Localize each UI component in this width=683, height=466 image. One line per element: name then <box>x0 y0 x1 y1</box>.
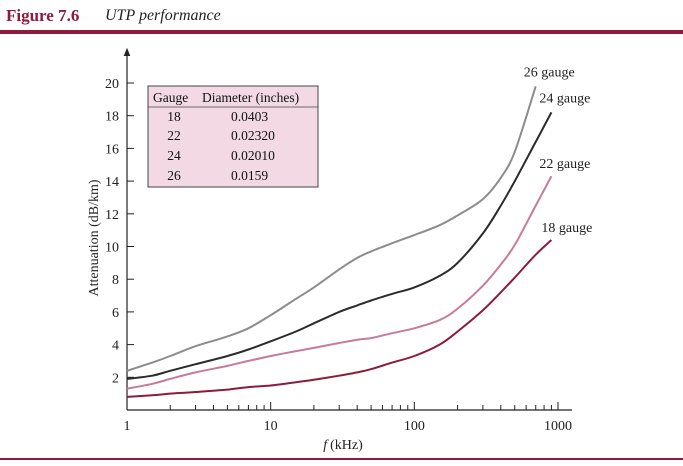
y-tick-label: 12 <box>105 208 119 223</box>
tick-marks <box>126 82 559 410</box>
y-tick-label: 16 <box>105 142 119 157</box>
figure-number: Figure 7.6 <box>6 6 80 25</box>
table-cell-diameter: 0.0159 <box>231 168 268 183</box>
y-tick-label: 10 <box>105 241 119 256</box>
y-tick-label: 6 <box>112 306 119 321</box>
series-line-18-gauge <box>126 239 553 398</box>
x-tick-label: 10 <box>264 419 278 434</box>
series-lines <box>126 85 553 398</box>
y-tick-label: 8 <box>112 273 119 288</box>
table-cell-gauge: 24 <box>167 148 181 163</box>
y-tick-label: 20 <box>105 77 119 92</box>
x-tick-label: 1000 <box>544 419 572 434</box>
series-label-18-gauge: 18 gauge <box>541 221 592 236</box>
y-tick-label: 18 <box>105 110 119 125</box>
gauge-table-background <box>147 85 319 188</box>
series-line-26-gauge <box>126 85 537 372</box>
table-cell-diameter: 0.0403 <box>231 109 268 124</box>
table-header-gauge: Gauge <box>153 90 188 105</box>
series-line-24-gauge <box>126 111 553 380</box>
x-axis-unit: (kHz) <box>330 438 363 453</box>
y-tick-label: 2 <box>112 371 119 386</box>
table-cell-diameter: 0.02010 <box>231 148 275 163</box>
bottom-rule <box>0 458 683 460</box>
top-rule <box>0 30 683 34</box>
x-axis-variable: f <box>323 438 329 453</box>
table-cell-diameter: 0.02320 <box>231 128 275 143</box>
figure-header: Figure 7.6 UTP performance <box>6 2 677 32</box>
x-tick-label: 1 <box>124 419 131 434</box>
series-labels: 26 gauge 24 gauge 22 gauge 18 gauge <box>524 65 593 236</box>
gauge-table: Gauge Diameter (inches) 18 0.0403 22 0.0… <box>147 85 319 188</box>
table-header-diameter: Diameter (inches) <box>202 90 299 105</box>
series-label-24-gauge: 24 gauge <box>539 91 590 106</box>
table-cell-gauge: 26 <box>167 168 181 183</box>
x-axis-title: f (kHz) <box>323 438 363 453</box>
y-axis-title: Attenuation (dB/km) <box>87 179 102 296</box>
table-cell-gauge: 22 <box>167 128 181 143</box>
figure-caption: UTP performance <box>105 7 221 24</box>
series-line-22-gauge <box>126 175 553 390</box>
x-tick-label: 100 <box>404 419 425 434</box>
table-cell-gauge: 18 <box>167 109 181 124</box>
x-tick-labels: 1 10 100 1000 <box>124 419 573 434</box>
y-tick-label: 4 <box>112 339 119 354</box>
series-label-22-gauge: 22 gauge <box>539 157 590 172</box>
series-label-26-gauge: 26 gauge <box>524 65 575 80</box>
y-tick-label: 14 <box>105 175 119 190</box>
y-tick-labels: 2 4 6 8 10 12 14 16 18 20 <box>105 77 119 386</box>
